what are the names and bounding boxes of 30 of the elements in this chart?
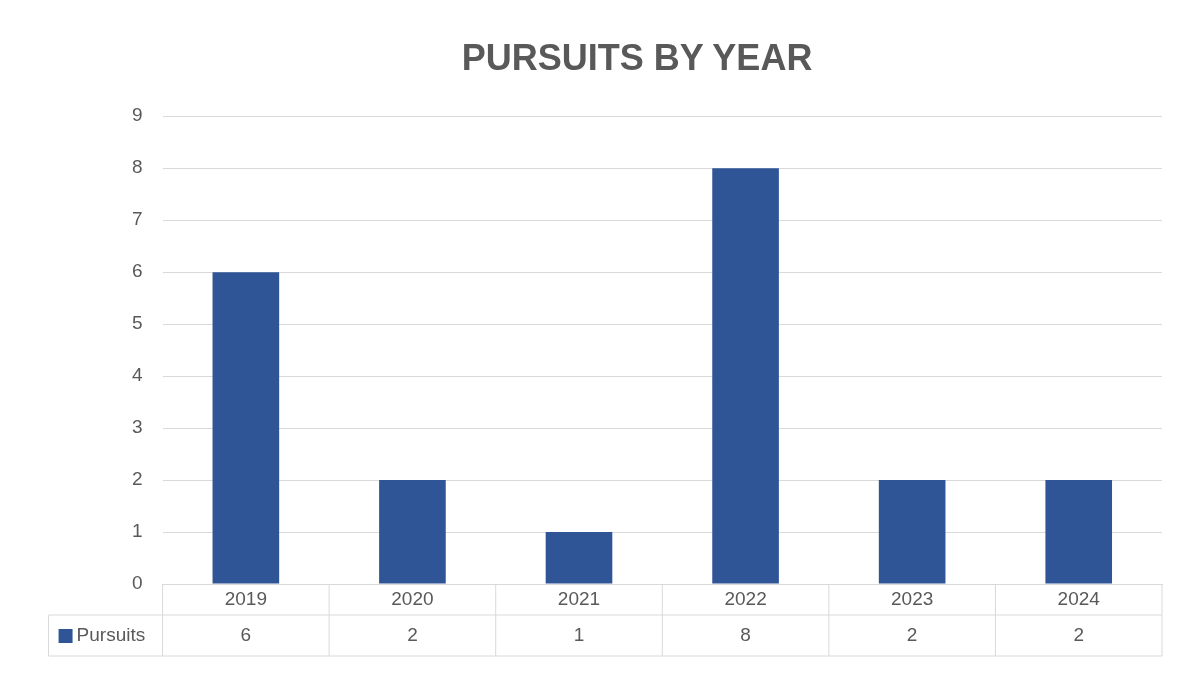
bar	[1045, 480, 1113, 584]
legend-label: Pursuits	[76, 624, 146, 646]
y-tick-label: 1	[131, 520, 143, 542]
x-tick-label: 2023	[891, 588, 934, 610]
y-tick-label: 4	[131, 364, 143, 386]
bar	[545, 532, 613, 584]
y-tick-label: 2	[131, 468, 143, 490]
x-tick-label: 2024	[1057, 588, 1101, 610]
x-tick-label: 2019	[224, 588, 267, 610]
data-label: 2	[906, 624, 918, 646]
bar	[878, 480, 946, 584]
data-label: 8	[740, 624, 751, 646]
data-label: 1	[573, 624, 585, 646]
y-tick-label: 7	[131, 208, 143, 230]
y-tick-label: 3	[131, 416, 143, 438]
y-tick-label: 5	[131, 312, 143, 334]
bar	[712, 168, 779, 584]
y-tick-label: 6	[131, 260, 143, 282]
bar	[379, 480, 446, 584]
x-tick-label: 2020	[391, 588, 434, 610]
y-tick-label: 8	[131, 156, 143, 178]
x-tick-label: 2021	[557, 588, 601, 610]
data-label: 2	[407, 624, 418, 646]
y-tick-label: 0	[131, 572, 143, 594]
chart-title: PURSUITS BY YEAR	[461, 36, 813, 78]
x-tick-label: 2022	[724, 588, 767, 610]
data-label: 6	[240, 624, 252, 646]
bar	[212, 272, 280, 584]
data-label: 2	[1073, 624, 1084, 646]
y-tick-label: 9	[131, 104, 143, 126]
